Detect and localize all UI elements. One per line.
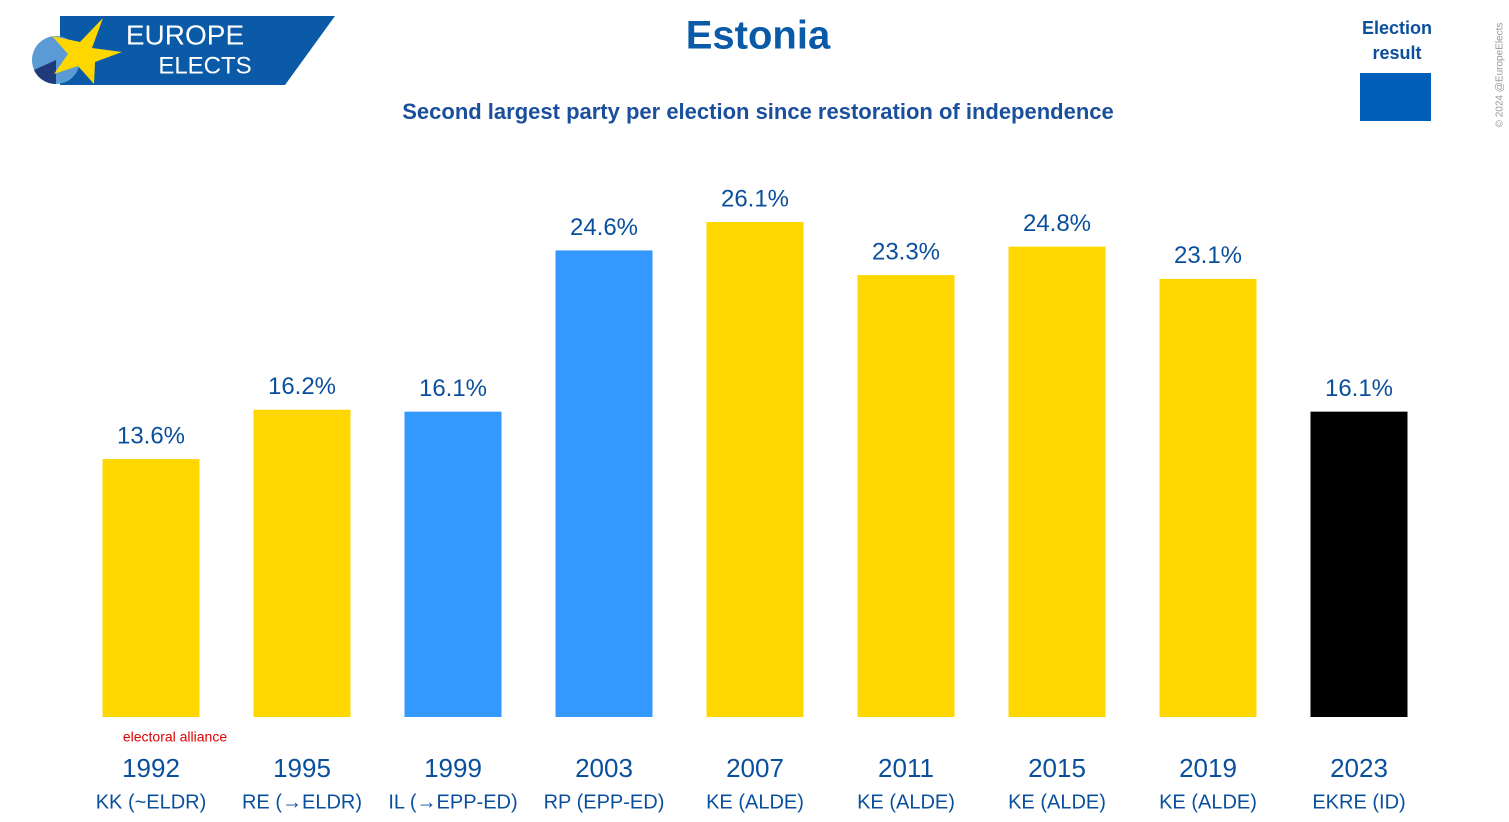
logo-banner [60, 16, 335, 85]
party-label: KE (ALDE) [1159, 791, 1257, 813]
chart-title: Estonia [686, 14, 831, 58]
annotation: electoral alliance [123, 729, 227, 745]
chart-subtitle: Second largest party per election since … [402, 99, 1114, 124]
value-label: 16.1% [1325, 375, 1393, 402]
x-tick-label: 2003 [575, 753, 633, 783]
logo: EUROPE ELECTS [32, 16, 335, 85]
logo-text: EUROPE [126, 19, 244, 50]
logo-text: ELECTS [158, 52, 251, 79]
x-tick-label: 1995 [273, 753, 331, 783]
value-label: 23.1% [1174, 242, 1242, 269]
x-tick-label: 2023 [1330, 753, 1388, 783]
x-tick-label: 1999 [424, 753, 482, 783]
legend-label: Election result [1361, 18, 1432, 63]
party-label: KE (ALDE) [1008, 791, 1106, 813]
logo-star [52, 18, 122, 84]
legend-swatch [1360, 73, 1431, 121]
party-label: EKRE (ID) [1312, 791, 1405, 813]
party-label: KE (ALDE) [706, 791, 804, 813]
value-label: 16.1% [419, 375, 487, 402]
x-tick-label: 2007 [726, 753, 784, 783]
x-tick-label: 2019 [1179, 753, 1237, 783]
party-label: IL (→EPP-ED) [388, 791, 517, 813]
value-label: 24.6% [570, 214, 638, 241]
bar [102, 459, 200, 717]
party-label: RE (→ELDR) [242, 791, 362, 813]
bar [555, 250, 653, 717]
bar [857, 275, 955, 717]
value-label: 23.3% [872, 238, 940, 265]
value-label: 13.6% [117, 422, 185, 449]
x-tick-label: 2015 [1028, 753, 1086, 783]
copyright: © 2024 @EuropeElects [1495, 23, 1506, 128]
bar [1159, 278, 1257, 717]
party-label: RP (EPP-ED) [544, 791, 665, 813]
bar [1310, 411, 1408, 717]
value-label: 24.8% [1023, 210, 1091, 237]
x-tick-label: 2011 [878, 753, 934, 783]
party-label: KE (ALDE) [857, 791, 955, 813]
bar [253, 409, 351, 717]
party-label: KK (~ELDR) [96, 791, 207, 813]
x-tick-label: 1992 [122, 753, 180, 783]
value-label: 26.1% [721, 185, 789, 212]
bar [706, 222, 804, 717]
bar [404, 411, 502, 717]
value-label: 16.2% [268, 373, 336, 400]
bar [1008, 246, 1106, 718]
logo-pie-slice [34, 60, 56, 85]
